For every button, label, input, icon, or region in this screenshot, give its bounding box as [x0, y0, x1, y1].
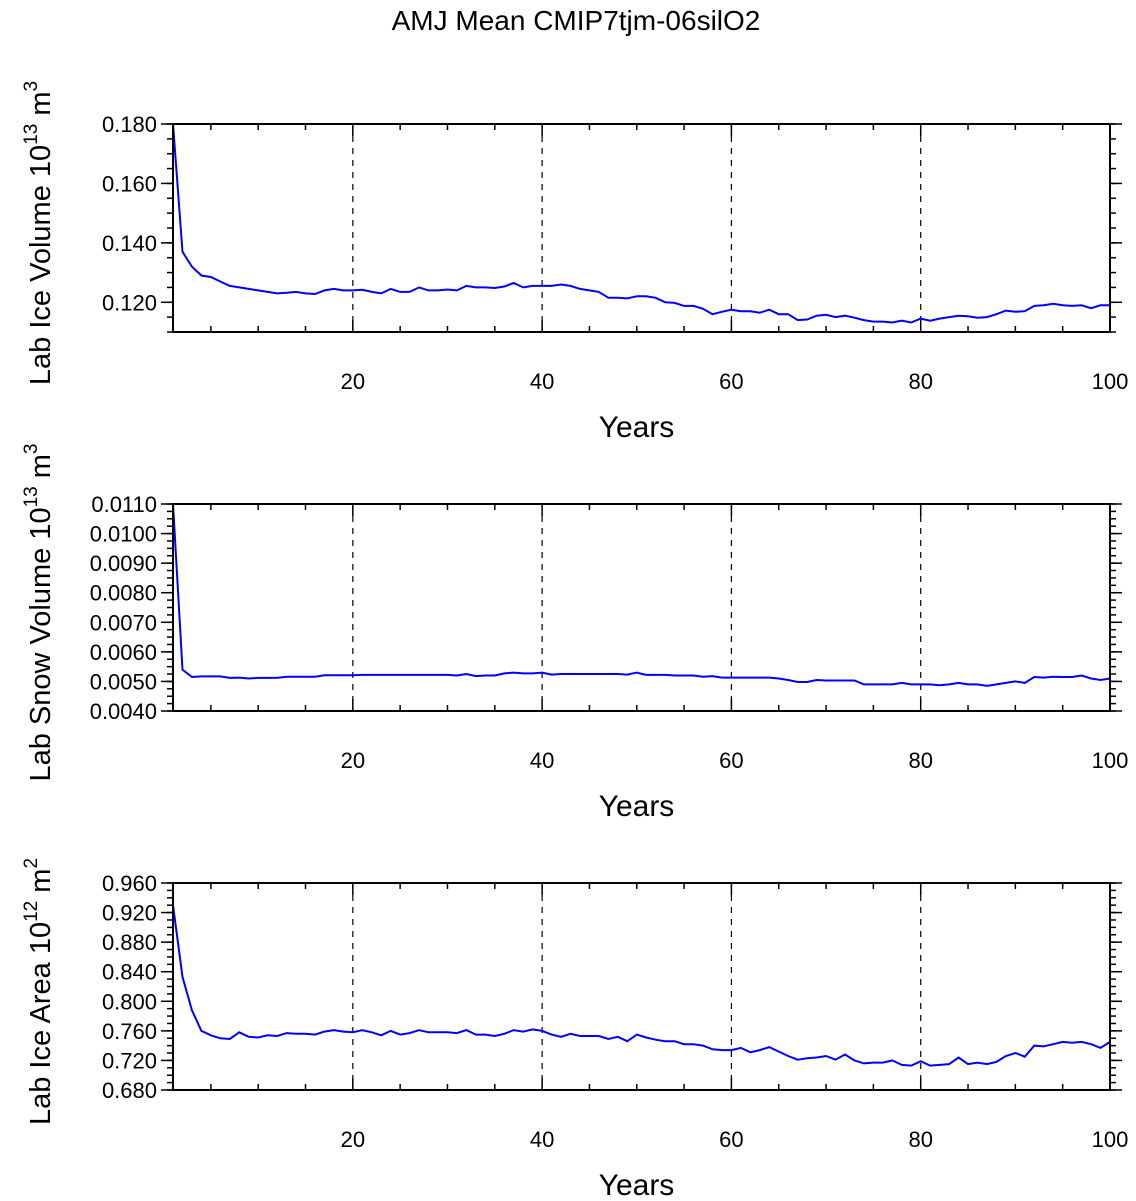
plot-frame	[172, 882, 1111, 1091]
y-tick-label: 0.760	[102, 1019, 157, 1044]
x-tick-label: 20	[341, 748, 365, 773]
y-label-text: Lab Snow Volume 10	[25, 507, 57, 781]
x-tick-label: 20	[341, 369, 365, 394]
x-axis-label: Years	[599, 1169, 675, 1201]
x-tick-label: 60	[719, 1127, 743, 1152]
y-label-text: Lab Ice Area 10	[25, 922, 57, 1125]
y-tick-label: 0.0050	[90, 669, 157, 694]
x-axis-label: Years	[599, 790, 675, 823]
y-label-superscript: 3	[21, 443, 42, 454]
y-tick-label: 0.880	[102, 930, 157, 955]
x-tick-label: 100	[1092, 369, 1129, 394]
y-tick-label: 0.140	[102, 231, 157, 256]
y-tick-label: 0.0100	[90, 522, 157, 547]
y-axis-label: Lab Ice Area 1012 m2	[21, 858, 57, 1125]
y-tick-label: 0.0080	[90, 581, 157, 606]
data-series-line	[172, 905, 1111, 1067]
y-axis-label: Lab Ice Volume 1013 m3	[21, 81, 57, 385]
y-tick-label: 0.0060	[90, 640, 157, 665]
y-tick-label: 0.120	[102, 290, 157, 315]
y-tick-label: 0.800	[102, 989, 157, 1014]
y-label-text: m	[25, 869, 57, 901]
x-tick-label: 80	[908, 748, 932, 773]
y-tick-label: 0.840	[102, 960, 157, 985]
plot-frame	[172, 503, 1111, 712]
data-series-line	[172, 503, 1111, 687]
x-tick-label: 100	[1092, 1127, 1129, 1152]
y-tick-label: 0.680	[102, 1078, 157, 1103]
y-tick-label: 0.0090	[90, 551, 157, 576]
x-axis-label: Years	[599, 411, 675, 444]
x-tick-label: 80	[908, 369, 932, 394]
y-tick-label: 0.920	[102, 901, 157, 926]
y-tick-label: 0.720	[102, 1048, 157, 1073]
y-label-superscript: 3	[21, 81, 42, 92]
data-series-line	[172, 123, 1110, 324]
panel-1: 20 40 60 80 100 0.120 0.140 0.160 0.180 Years Lab …	[21, 81, 1128, 444]
y-label-text: m	[25, 91, 57, 123]
y-label-superscript: 2	[21, 858, 42, 869]
y-tick-label: 0.180	[102, 112, 157, 137]
x-tick-label: 80	[908, 1127, 932, 1152]
x-tick-label: 20	[341, 1127, 365, 1152]
y-tick-label: 0.960	[102, 871, 157, 896]
y-label-text: Lab Ice Volume 10	[25, 145, 57, 385]
plot-frame	[172, 123, 1111, 333]
y-tick-label: 0.0040	[90, 699, 157, 724]
y-tick-label: 0.160	[102, 171, 157, 196]
x-tick-label: 100	[1092, 748, 1129, 773]
x-tick-label: 40	[530, 369, 554, 394]
y-tick-label: 0.0070	[90, 610, 157, 635]
y-tick-label: 0.0110	[91, 492, 157, 517]
y-label-superscript: 13	[21, 124, 42, 145]
panel-3: 20 40 60 80 100 0.680 0.720 0.760 0.800 0.840 0.88…	[21, 858, 1128, 1201]
y-label-text: m	[25, 454, 57, 486]
y-label-superscript: 13	[21, 486, 42, 507]
x-tick-label: 60	[719, 748, 743, 773]
chart-title: AMJ Mean CMIP7tjm-06silO2	[392, 5, 761, 36]
x-tick-label: 40	[530, 748, 554, 773]
x-tick-label: 40	[530, 1127, 554, 1152]
panel-2: 20 40 60 80 100 0.0040 0.0050 0.0060 0.0070 0.008…	[21, 443, 1128, 823]
y-axis-label: Lab Snow Volume 1013 m3	[21, 443, 57, 781]
x-tick-label: 60	[719, 369, 743, 394]
y-label-superscript: 12	[21, 901, 42, 922]
